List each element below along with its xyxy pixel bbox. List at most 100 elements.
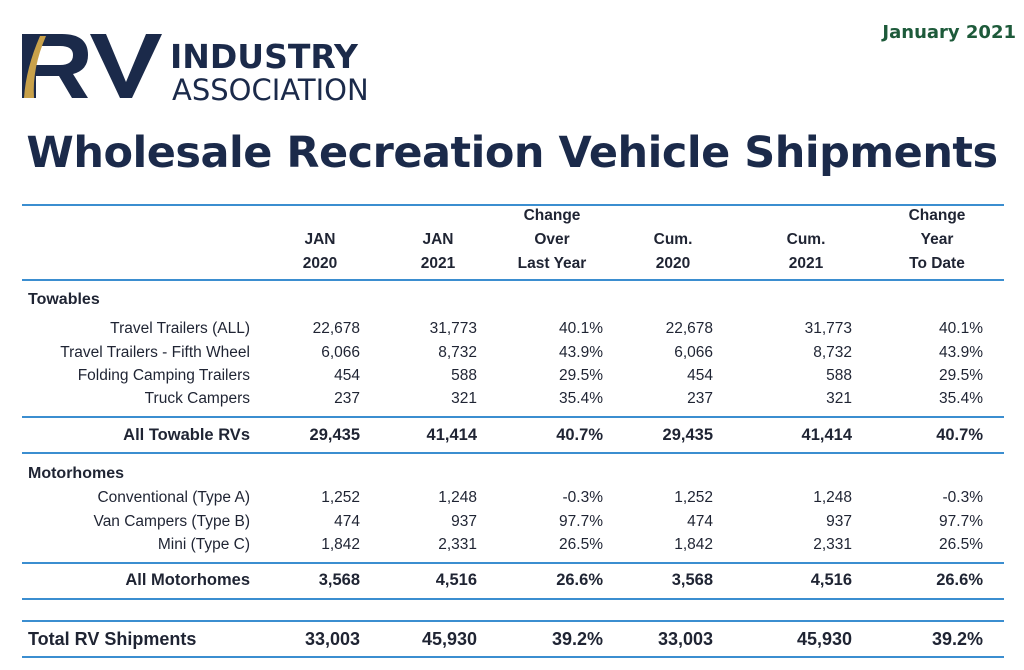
cell-jan-2020: 6,066 — [321, 344, 360, 361]
section-heading-row: Motorhomes — [22, 462, 1004, 486]
cell-cum-2021: 4,516 — [810, 571, 852, 589]
cell-change-ytd: 26.5% — [939, 536, 983, 553]
cell-cum-2021: 45,930 — [796, 629, 852, 649]
cell-change-ytd: -0.3% — [942, 489, 984, 506]
towables-subtotal-top-rule — [22, 416, 1004, 418]
col-header-cum-2021: Cum. 2021 — [751, 228, 861, 276]
cell-cum-2020: 237 — [687, 390, 713, 407]
cell-change-over-last-year: 40.7% — [556, 426, 603, 444]
cell-change-ytd: 26.6% — [936, 571, 983, 589]
cell-change-ytd: 39.2% — [931, 629, 983, 649]
table-row: Truck Campers 237 321 35.4% 237 321 35.4… — [22, 387, 1004, 411]
cell-jan-2021: 45,930 — [421, 629, 477, 649]
subtotal-row-motorhomes: All Motorhomes 3,568 4,516 26.6% 3,568 4… — [22, 568, 1004, 592]
col-header-change-year-to-date: Change Year To Date — [882, 204, 992, 276]
col-header-jan-2021: JAN 2021 — [383, 228, 493, 276]
row-label: Travel Trailers - Fifth Wheel — [60, 344, 250, 361]
cell-cum-2021: 1,248 — [813, 489, 852, 506]
cell-change-ytd: 35.4% — [939, 390, 983, 407]
cell-jan-2020: 33,003 — [304, 629, 360, 649]
cell-change-ytd: 43.9% — [939, 344, 983, 361]
cell-cum-2020: 3,568 — [671, 571, 713, 589]
col-header-jan-2020: JAN 2020 — [265, 228, 375, 276]
col-header-line: 2021 — [420, 255, 456, 272]
cell-jan-2020: 454 — [334, 367, 360, 384]
cell-jan-2021: 4,516 — [435, 571, 477, 589]
col-header-line: Change — [908, 207, 966, 224]
cell-change-over-last-year: -0.3% — [562, 489, 604, 506]
subtotal-row-towables: All Towable RVs 29,435 41,414 40.7% 29,4… — [22, 423, 1004, 447]
cell-jan-2021: 31,773 — [429, 320, 477, 337]
col-header-line: Cum. — [653, 231, 693, 248]
total-bottom-rule — [22, 656, 1004, 658]
report-date: January 2021 — [882, 22, 1016, 43]
row-label: Mini (Type C) — [157, 536, 250, 553]
row-label: All Towable RVs — [123, 426, 250, 444]
cell-cum-2021: 321 — [826, 390, 852, 407]
cell-change-ytd: 40.1% — [939, 320, 983, 337]
col-header-line: 2020 — [655, 255, 691, 272]
cell-change-over-last-year: 97.7% — [559, 513, 603, 530]
cell-jan-2020: 474 — [334, 513, 360, 530]
cell-jan-2020: 237 — [334, 390, 360, 407]
section-heading-row: Towables — [22, 288, 1004, 312]
cell-change-ytd: 97.7% — [939, 513, 983, 530]
cell-cum-2020: 33,003 — [657, 629, 713, 649]
cell-jan-2021: 588 — [451, 367, 477, 384]
towables-subtotal-bottom-rule — [22, 452, 1004, 454]
row-label: Van Campers (Type B) — [93, 513, 251, 530]
cell-jan-2020: 1,842 — [321, 536, 360, 553]
motorhomes-subtotal-top-rule — [22, 562, 1004, 564]
cell-cum-2020: 454 — [687, 367, 713, 384]
table-top-rule — [22, 204, 1004, 206]
col-header-line: Change — [523, 207, 581, 224]
row-label: Folding Camping Trailers — [77, 367, 250, 384]
cell-change-ytd: 40.7% — [936, 426, 983, 444]
table-row: Travel Trailers - Fifth Wheel 6,066 8,73… — [22, 341, 1004, 365]
cell-cum-2021: 2,331 — [813, 536, 852, 553]
cell-jan-2021: 8,732 — [438, 344, 477, 361]
col-header-line: JAN — [422, 231, 454, 248]
cell-cum-2021: 937 — [826, 513, 852, 530]
cell-change-over-last-year: 39.2% — [551, 629, 603, 649]
cell-change-over-last-year: 29.5% — [559, 367, 603, 384]
motorhomes-subtotal-bottom-rule — [22, 598, 1004, 600]
cell-jan-2021: 1,248 — [438, 489, 477, 506]
col-header-line: Over — [534, 231, 570, 248]
row-label: Truck Campers — [144, 390, 250, 407]
col-header-cum-2020: Cum. 2020 — [618, 228, 728, 276]
table-row: Folding Camping Trailers 454 588 29.5% 4… — [22, 364, 1004, 388]
logo-rv-mark — [22, 34, 162, 98]
col-header-line: Year — [920, 231, 954, 248]
section-title-motorhomes: Motorhomes — [28, 465, 124, 482]
cell-jan-2020: 22,678 — [312, 320, 360, 337]
section-title-towables: Towables — [28, 291, 100, 308]
cell-cum-2020: 474 — [687, 513, 713, 530]
page-title: Wholesale Recreation Vehicle Shipments — [26, 128, 998, 178]
col-header-line: To Date — [909, 255, 965, 272]
col-header-line: 2021 — [788, 255, 824, 272]
cell-cum-2021: 41,414 — [801, 426, 852, 444]
col-header-line: Last Year — [517, 255, 587, 272]
row-label: All Motorhomes — [125, 571, 250, 589]
cell-cum-2020: 1,842 — [674, 536, 713, 553]
total-top-rule — [22, 620, 1004, 622]
cell-change-ytd: 29.5% — [939, 367, 983, 384]
row-label: Total RV Shipments — [28, 629, 197, 649]
cell-cum-2021: 8,732 — [813, 344, 852, 361]
logo-line1: INDUSTRY — [170, 37, 359, 76]
cell-jan-2021: 321 — [451, 390, 477, 407]
cell-change-over-last-year: 26.5% — [559, 536, 603, 553]
cell-cum-2021: 588 — [826, 367, 852, 384]
cell-jan-2020: 3,568 — [318, 571, 360, 589]
cell-jan-2021: 2,331 — [438, 536, 477, 553]
cell-cum-2020: 29,435 — [662, 426, 713, 444]
cell-change-over-last-year: 26.6% — [556, 571, 603, 589]
cell-cum-2020: 22,678 — [665, 320, 713, 337]
total-row: Total RV Shipments 33,003 45,930 39.2% 3… — [22, 627, 1004, 651]
table-row: Travel Trailers (ALL) 22,678 31,773 40.1… — [22, 317, 1004, 341]
cell-jan-2021: 937 — [451, 513, 477, 530]
cell-change-over-last-year: 40.1% — [559, 320, 603, 337]
col-header-line: Cum. — [786, 231, 826, 248]
col-header-change-over-last-year: Change Over Last Year — [497, 204, 607, 276]
